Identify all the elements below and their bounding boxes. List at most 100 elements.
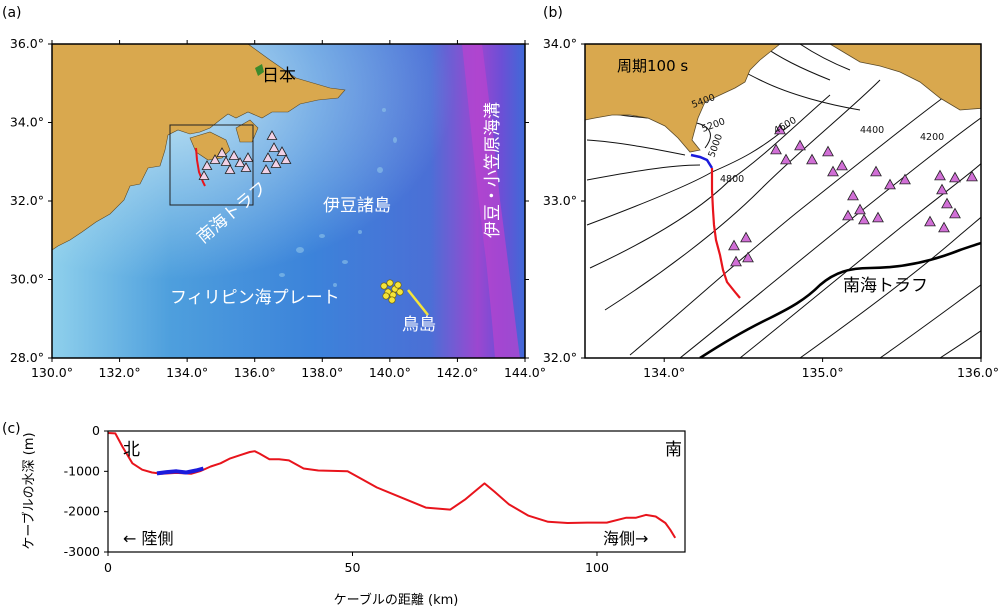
station-triangle: [842, 209, 854, 221]
depth-series-line: [107, 432, 677, 539]
label-nankai-trough-b: 南海トラフ: [843, 276, 928, 296]
station-triangle: [966, 170, 978, 182]
torishima-dot: [382, 292, 390, 300]
station-triangle: [854, 203, 866, 215]
y-tick-label: -3000: [64, 544, 100, 559]
label-south: 南: [665, 440, 682, 460]
torishima-dot: [388, 296, 396, 304]
land-japan: [52, 44, 346, 251]
panel-b-map: (b): [543, 5, 999, 380]
y-tick-label: 32.0°: [543, 350, 577, 365]
station-triangle: [872, 211, 884, 223]
torishima-dot: [394, 281, 402, 289]
station-triangle: [280, 154, 292, 164]
station-triangle: [936, 183, 948, 195]
japan-marker: [255, 64, 264, 76]
station-triangle: [884, 178, 896, 190]
panel-a-map: (a) 1: [2, 5, 546, 380]
y-tick-label: -1000: [64, 463, 100, 478]
x-tick-label: 130.0°: [31, 365, 73, 380]
station-triangle: [794, 139, 806, 151]
panel-c-label: (c): [2, 421, 21, 437]
station-triangle: [938, 221, 950, 233]
station-triangle: [224, 164, 236, 174]
land-coast-b: [585, 44, 981, 153]
panel-c-profile: (c) 0 -1000 -2000 -3000 0 50 100 ケーブルの水深 (m) ケ…: [2, 421, 686, 608]
station-markers-a: [198, 130, 404, 304]
station-triangle: [728, 239, 740, 251]
depth-profile-chart: 0 -1000 -2000 -3000 0 50 100: [64, 423, 677, 575]
station-triangle: [198, 170, 210, 180]
y-tick-label: 28.0°: [10, 350, 44, 365]
label-philippine-sea-plate: フィリピン海プレート: [170, 288, 340, 308]
panel-c-ylabel: ケーブルの水深 (m): [21, 432, 37, 549]
station-triangle: [220, 156, 232, 166]
station-triangle: [949, 207, 961, 219]
torishima-line: [407, 289, 429, 316]
label-japan: 日本: [262, 66, 296, 86]
station-triangle: [780, 153, 792, 165]
station-triangle: [822, 145, 834, 157]
panel-c-frame: [107, 430, 686, 553]
panel-c-xlabel: ケーブルの距離 (km): [334, 592, 459, 608]
station-triangle: [209, 154, 221, 164]
station-triangle: [858, 213, 870, 225]
station-triangle: [262, 152, 274, 162]
y-tick-label: -2000: [64, 504, 100, 519]
station-triangle: [770, 143, 782, 155]
station-triangle: [847, 189, 859, 201]
nankai-trough-line: [699, 241, 981, 358]
x-tick-label: 136.0°: [957, 365, 999, 380]
station-triangle: [899, 173, 911, 185]
cable-highlight-b: [690, 153, 714, 169]
x-tick-label: 100: [585, 560, 609, 575]
x-tick-label: 134.0°: [643, 365, 685, 380]
station-triangle: [276, 146, 288, 156]
label-sea-side: 海側→: [603, 529, 648, 548]
station-triangle: [216, 147, 228, 157]
station-triangle: [266, 130, 278, 140]
panel-b-axes: 134.0° 135.0° 136.0° 34.0° 33.0° 32.0°: [543, 36, 999, 380]
label-north: 北: [123, 440, 140, 460]
torishima-dot: [380, 282, 388, 290]
label-torishima: 鳥島: [402, 315, 436, 335]
contour-label-4800: 4800: [720, 174, 744, 185]
station-triangle: [924, 215, 936, 227]
torishima-dot: [386, 279, 394, 287]
station-triangle: [270, 158, 282, 168]
y-tick-label: 34.0°: [543, 36, 577, 51]
x-tick-label: 132.0°: [99, 365, 141, 380]
x-tick-label: 138.0°: [301, 365, 343, 380]
station-triangle: [949, 171, 961, 183]
cable-route-b: [710, 168, 741, 299]
station-triangle: [730, 255, 742, 267]
station-triangle: [240, 162, 252, 172]
station-triangle: [260, 164, 272, 174]
label-izu-islands: 伊豆諸島: [323, 196, 391, 216]
contour-label-4400: 4400: [860, 125, 884, 136]
station-triangle: [228, 150, 240, 160]
seamount-texture: [279, 108, 397, 287]
station-triangle: [774, 123, 786, 135]
x-tick-label: 136.0°: [234, 365, 276, 380]
y-tick-label: 33.0°: [543, 193, 577, 208]
station-triangle: [836, 159, 848, 171]
panel-b-label: (b): [543, 5, 563, 21]
station-triangle: [268, 142, 280, 152]
label-land-side: ← 陸側: [123, 529, 174, 548]
station-triangle: [234, 157, 246, 167]
station-triangle: [941, 197, 953, 209]
label-izu-ogasawara-trench: 伊豆・小笠原海溝: [483, 102, 503, 238]
station-triangle: [934, 169, 946, 181]
y-tick-label: 34.0°: [10, 115, 44, 130]
station-triangle: [806, 153, 818, 165]
y-tick-label: 0: [92, 423, 100, 438]
x-tick-label: 140.0°: [369, 365, 411, 380]
trench-streak: [462, 44, 520, 358]
station-triangle: [740, 231, 752, 243]
depth-series-highlight: [156, 466, 204, 476]
station-triangle: [201, 160, 213, 170]
x-tick-label: 135.0°: [802, 365, 844, 380]
station-triangle: [870, 165, 882, 177]
